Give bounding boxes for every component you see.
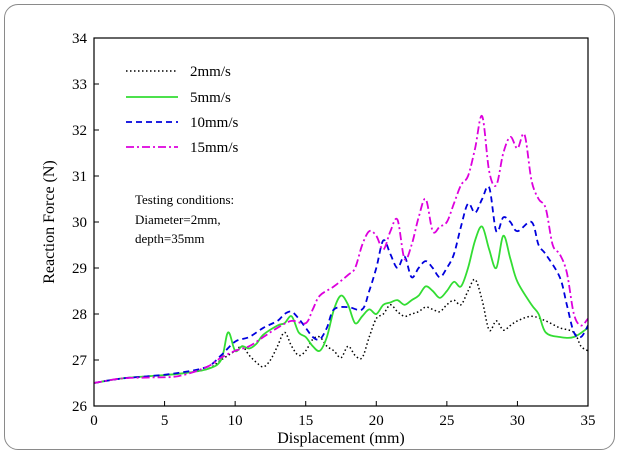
y-tick-label: 27 [72,353,88,369]
x-tick-label: 0 [90,413,98,429]
axis-ticks: 0 5 10 15 20 25 30 35 26 27 28 29 30 31 32 33 34 [72,31,596,429]
series-layer [94,115,588,384]
y-tick-label: 34 [72,31,88,47]
legend: 2mm/s 5mm/s 10mm/s 15mm/s [126,64,239,156]
legend-label-10mm: 10mm/s [190,115,239,131]
series-line-10mm-per-s [94,185,588,384]
x-axis-label: Displacement (mm) [277,430,405,447]
x-tick-label: 5 [161,413,169,429]
note-line-2: Diameter=2mm, [135,212,221,227]
y-tick-label: 31 [72,169,87,185]
series-line-15mm-per-s [94,115,588,384]
legend-label-2mm: 2mm/s [190,64,231,80]
figure-frame [4,4,615,450]
y-tick-label: 32 [72,123,87,139]
note-line-1: Testing conditions: [135,192,234,207]
x-tick-label: 25 [439,413,454,429]
y-axis-label: Reaction Force (N) [41,160,58,284]
legend-label-5mm: 5mm/s [190,90,231,106]
x-tick-label: 15 [298,413,313,429]
x-tick-label: 35 [581,413,596,429]
x-tick-label: 20 [369,413,384,429]
series-line-5mm-per-s [94,225,588,384]
legend-label-15mm: 15mm/s [190,140,239,156]
x-tick-label: 10 [228,413,243,429]
x-tick-label: 30 [510,413,525,429]
y-tick-label: 26 [72,399,88,415]
y-tick-label: 28 [72,307,87,323]
testing-conditions-note: Testing conditions: Diameter=2mm, depth=… [135,192,234,246]
note-line-3: depth=35mm [135,231,204,246]
y-tick-label: 30 [72,215,87,231]
y-tick-label: 29 [72,261,87,277]
y-tick-label: 33 [72,77,87,93]
